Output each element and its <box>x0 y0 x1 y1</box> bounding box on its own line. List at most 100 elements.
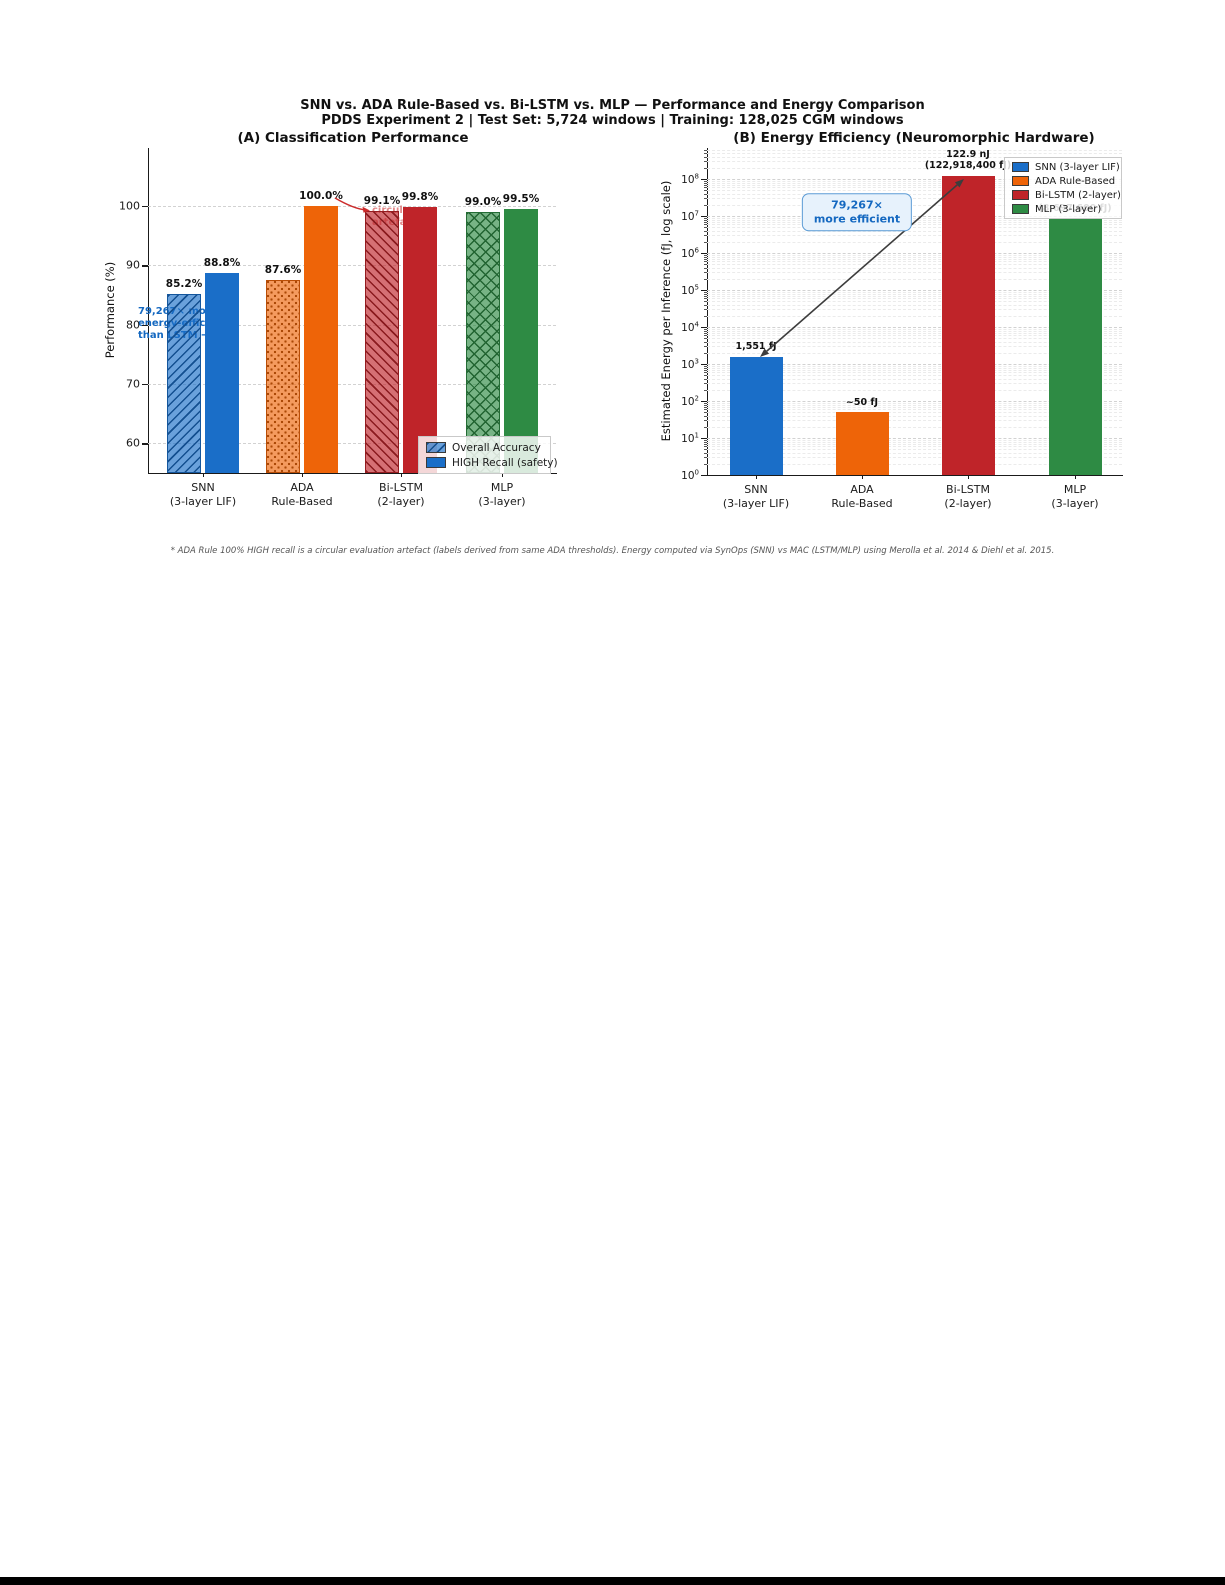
panel-b-y-tick-label: 103 <box>681 357 699 371</box>
bar-label-a-recall-0: 88.8% <box>203 256 241 269</box>
panel-b-minor-y-tick <box>704 315 707 317</box>
bar-a-overall-accuracy-1 <box>266 279 300 473</box>
panel-b-minor-y-tick <box>704 341 707 343</box>
panel-b-y-tick <box>701 401 707 403</box>
panel-a-gridline <box>148 443 556 445</box>
panel-b-minor-y-tick <box>704 187 707 189</box>
panel-b-minor-y-tick <box>704 443 707 445</box>
panel-a-y-tick-label: 70 <box>126 377 140 391</box>
panel-b-y-tick <box>701 364 707 366</box>
panel-b-minor-y-tick <box>704 272 707 274</box>
panel-b-minor-y-tick <box>704 217 707 219</box>
panel-b-minor-y-tick <box>704 301 707 303</box>
figure-subtitle: PDDS Experiment 2 | Test Set: 5,724 wind… <box>321 113 904 128</box>
panel-b-minor-y-tick <box>704 412 707 414</box>
panel-b-minor-y-tick <box>704 426 707 428</box>
panel-b-minor-y-tick <box>704 198 707 200</box>
panel-b-minor-y-tick <box>704 335 707 337</box>
panel-b-minor-gridline <box>707 383 1122 385</box>
panel-b-minor-gridline <box>707 441 1122 443</box>
panel-b-minor-gridline <box>707 150 1122 152</box>
bar-a-high-recall-2 <box>403 207 437 473</box>
panel-b-minor-y-tick <box>704 449 707 451</box>
panel-a-y-tick <box>142 324 148 327</box>
panel-a-gridline <box>148 384 556 386</box>
panel-b-minor-y-tick <box>704 369 707 371</box>
legend-b-patch-3 <box>1012 204 1029 214</box>
panel-b-minor-y-tick <box>704 304 707 306</box>
bar-label-a-recall-1: 100.0% <box>299 190 343 203</box>
panel-b-x-tick <box>862 475 864 479</box>
panel-b-minor-y-tick <box>704 227 707 229</box>
panel-b-minor-y-tick <box>704 241 707 243</box>
panel-b-y-tick <box>701 179 707 181</box>
panel-b-x-tick-label: Bi-LSTM (2-layer) <box>944 483 992 511</box>
panel-b-minor-y-tick <box>704 346 707 348</box>
panel-b-minor-gridline <box>707 457 1122 459</box>
panel-b-minor-y-tick <box>704 446 707 448</box>
bar-a-overall-accuracy-0 <box>167 293 201 473</box>
legend-b-row-1: ADA Rule-Based <box>1012 175 1116 187</box>
panel-a-y-tick <box>142 206 148 208</box>
bar-a-overall-accuracy-3 <box>466 212 500 473</box>
legend-b-row-2: Bi-LSTM (2-layer) <box>1012 190 1121 201</box>
panel-a-gridline <box>148 324 556 326</box>
panel-b-gridline <box>707 364 1122 366</box>
panel-b-minor-gridline <box>707 389 1122 391</box>
panel-b-minor-y-tick <box>704 389 707 391</box>
panel-b-minor-gridline <box>707 369 1122 371</box>
bar-label-b-0: 1,551 fJ <box>735 341 777 353</box>
panel-b-minor-y-tick <box>704 402 707 404</box>
panel-b-minor-y-tick <box>704 204 707 206</box>
panel-b-y-tick-label: 107 <box>681 209 699 223</box>
panel-b-minor-y-tick <box>704 254 707 256</box>
panel-a-x-tick-label: MLP (3-layer) <box>478 481 526 509</box>
panel-b-plot-area <box>707 148 1123 476</box>
panel-b-minor-y-tick <box>704 267 707 269</box>
panel-b-x-tick <box>756 475 758 479</box>
panel-b-minor-y-tick <box>704 372 707 374</box>
panel-b-minor-gridline <box>707 463 1122 465</box>
panel-b-minor-gridline <box>707 412 1122 414</box>
panel-a-legend: Overall Accuracy HIGH Recall (safety) <box>418 436 558 474</box>
legend-a-patch-1 <box>426 457 446 468</box>
panel-b-x-tick <box>968 475 970 479</box>
bar-label-a-overall-3: 99.0% <box>464 196 502 209</box>
panel-b-minor-y-tick <box>704 463 707 465</box>
panel-b-minor-gridline <box>707 402 1122 404</box>
panel-b-gridline <box>707 401 1122 403</box>
panel-b-minor-y-tick <box>704 190 707 192</box>
bar-label-a-overall-2: 99.1% <box>363 195 401 208</box>
bar-label-a-recall-2: 99.8% <box>401 191 439 204</box>
panel-b-minor-y-tick <box>704 298 707 300</box>
panel-b-y-tick <box>701 327 707 329</box>
panel-b-y-tick-label: 101 <box>681 431 699 445</box>
panel-b-minor-gridline <box>707 180 1122 182</box>
panel-b-efficiency-callout: 79,267× more efficient <box>801 193 913 231</box>
legend-b-label-0: SNN (3-layer LIF) <box>1035 161 1120 173</box>
panel-b-minor-y-tick <box>704 383 707 385</box>
panel-b-minor-y-tick <box>704 180 707 182</box>
panel-b-minor-y-tick <box>704 420 707 422</box>
panel-b-minor-y-tick <box>704 409 707 411</box>
panel-b-minor-gridline <box>707 420 1122 422</box>
panel-b-minor-gridline <box>707 153 1122 155</box>
panel-b-minor-y-tick <box>704 221 707 223</box>
panel-b-minor-gridline <box>707 452 1122 454</box>
panel-b-y-tick <box>701 438 707 440</box>
panel-b-minor-gridline <box>707 406 1122 408</box>
panel-b-x-tick <box>1075 475 1077 479</box>
panel-b-minor-gridline <box>707 439 1122 441</box>
panel-b-minor-y-tick <box>704 182 707 184</box>
bar-a-high-recall-3 <box>504 209 538 473</box>
panel-b-minor-y-tick <box>704 441 707 443</box>
legend-b-label-1: ADA Rule-Based <box>1035 175 1116 187</box>
panel-b-minor-y-tick <box>704 184 707 186</box>
panel-b-y-tick <box>701 216 707 218</box>
panel-b-minor-gridline <box>707 443 1122 445</box>
panel-b-minor-gridline <box>707 167 1122 169</box>
panel-b-minor-y-tick <box>704 153 707 155</box>
figure-title: SNN vs. ADA Rule-Based vs. Bi-LSTM vs. M… <box>300 98 925 113</box>
panel-b-minor-gridline <box>707 161 1122 163</box>
panel-b-minor-gridline <box>707 404 1122 406</box>
